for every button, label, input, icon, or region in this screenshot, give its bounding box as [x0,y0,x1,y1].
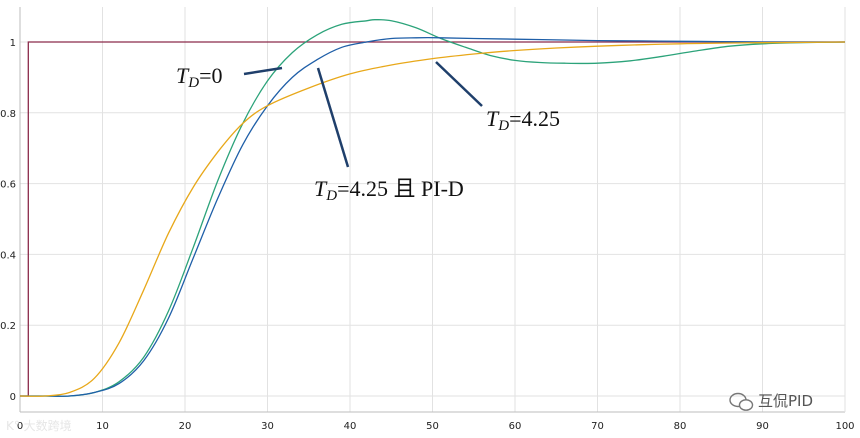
series-td425-pid [19,37,845,397]
y-tick-labels: 0 0.2 0.4 0.6 0.8 1 [0,38,16,403]
x-tick-label: 100 [835,421,854,432]
annotation-td425-symbol: T [486,106,500,131]
x-tick-labels: 0 10 20 30 40 50 60 70 80 90 100 [17,421,855,432]
grid-lines [19,7,846,412]
series-td0 [19,19,846,397]
annotation-td425-sub: D [497,118,509,134]
annotation-td0-symbol: T [176,63,190,88]
y-tick-label: 0 [10,392,16,403]
y-tick-label: 0.8 [0,109,16,120]
axes [19,7,846,413]
annotation-pid-symbol: T [314,176,328,201]
x-tick-label: 40 [344,421,357,432]
x-tick-label: 70 [591,421,604,432]
x-tick-label: 90 [756,421,769,432]
annotation-pid-sub: D [325,188,337,204]
annotation-pid-rest: =4.25 且 PI-D [337,176,464,201]
y-tick-label: 0.2 [0,321,16,332]
x-tick-label: 60 [509,421,522,432]
x-tick-label: 50 [426,421,439,432]
annotation-td425-rest: =4.25 [509,106,560,131]
series-td425 [19,41,846,397]
wechat-icon [729,392,754,411]
x-tick-label: 80 [674,421,687,432]
x-tick-label: 30 [261,421,274,432]
annotation-pointers [243,61,483,168]
y-tick-label: 0.4 [0,250,16,261]
pointer-td425 [435,61,483,107]
wechat-watermark: 互侃PID [729,392,813,411]
watermark-corner-text: K° 大数跨境 [6,418,72,433]
pointer-td0 [243,66,283,76]
annotation-td425-pid: TD=4.25 且 PI-D [314,176,464,204]
pointer-td425-pid [316,67,350,168]
x-tick-label: 20 [179,421,192,432]
x-tick-label: 0 [17,421,23,432]
y-tick-label: 1 [10,38,16,49]
annotation-td425: TD=4.25 [486,106,560,134]
series-lines [19,19,846,397]
watermark-logo-text: 互侃PID [758,392,813,410]
annotation-td0-rest: =0 [199,63,222,88]
x-tick-label: 10 [96,421,109,432]
y-tick-label: 0.6 [0,180,16,191]
annotation-td0: TD=0 [176,63,223,91]
annotation-td0-sub: D [187,75,199,91]
